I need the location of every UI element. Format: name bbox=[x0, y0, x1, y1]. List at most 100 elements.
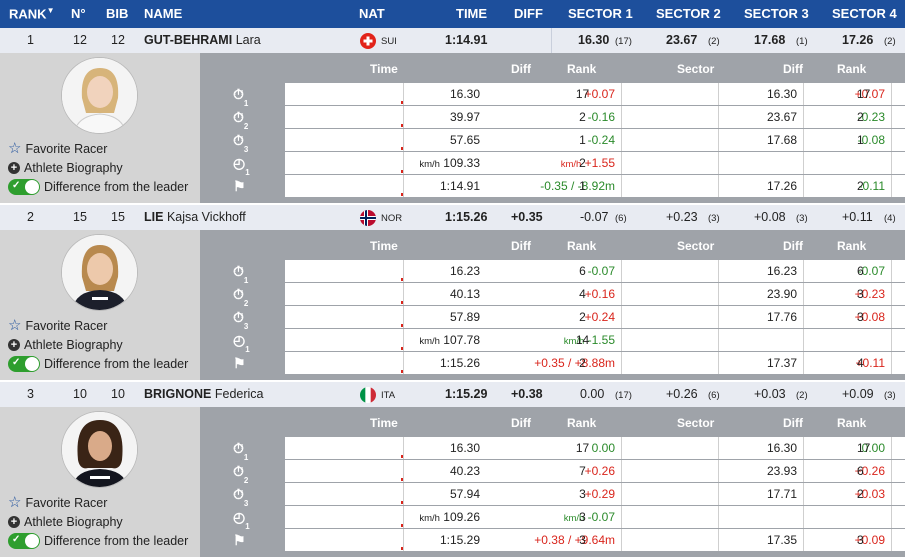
favorite-racer-option[interactable]: ☆ Favorite Racer bbox=[8, 317, 108, 334]
stopwatch-icon: ⏱ bbox=[233, 440, 244, 456]
tick-marker bbox=[401, 547, 403, 550]
flag-icon bbox=[360, 33, 376, 49]
rank: 1 bbox=[27, 33, 34, 47]
cell-divider bbox=[718, 129, 719, 151]
toggle-switch[interactable] bbox=[8, 356, 40, 372]
cell-divider bbox=[891, 306, 892, 328]
split-diff: 0.00 bbox=[591, 441, 615, 455]
cell-divider bbox=[621, 306, 622, 328]
split-times-grid: Time Diff Rank Sector Diff Rank ⏱1 16.23… bbox=[200, 230, 905, 380]
sector2-value: +0.23 bbox=[666, 210, 698, 224]
racer-row[interactable]: 3 10 10 BRIGNONE Federica ITA 1:15.29 +0… bbox=[0, 382, 905, 407]
tick-marker bbox=[401, 301, 403, 304]
cell-divider bbox=[403, 306, 404, 328]
favorite-racer-option[interactable]: ☆ Favorite Racer bbox=[8, 140, 108, 157]
split-time: km/h 109.33 bbox=[419, 156, 480, 170]
split-icon: ◴1 bbox=[233, 509, 250, 531]
split-diff: +0.35 / +8.88m bbox=[534, 356, 615, 370]
stopwatch-icon: ⏱ bbox=[233, 463, 244, 479]
cell-divider bbox=[891, 329, 892, 351]
cell-divider bbox=[718, 175, 719, 197]
split-rank: 17 bbox=[575, 441, 590, 455]
finish-flag-icon: ⚑ bbox=[233, 355, 246, 371]
sector2-rank: (2) bbox=[708, 36, 720, 47]
difference-from-leader-toggle[interactable]: Difference from the leader bbox=[8, 179, 188, 195]
col-sector2[interactable]: SECTOR 2 bbox=[656, 6, 721, 21]
cell-divider bbox=[718, 306, 719, 328]
col-sector4[interactable]: SECTOR 4 bbox=[832, 6, 897, 21]
col-sector1[interactable]: SECTOR 1 bbox=[568, 6, 633, 21]
sector3-value: +0.03 bbox=[754, 387, 786, 401]
star-icon: ☆ bbox=[8, 494, 22, 511]
split-diff: -0.24 bbox=[587, 133, 615, 147]
split-diff: -0.07 bbox=[587, 264, 615, 278]
cell-divider bbox=[803, 283, 804, 305]
split-rank: 2 bbox=[579, 310, 586, 324]
nation: NOR bbox=[381, 213, 403, 224]
athlete-name[interactable]: BRIGNONE Federica bbox=[144, 387, 264, 401]
cell-divider bbox=[621, 283, 622, 305]
sector-diff: -0.23 bbox=[857, 110, 885, 124]
col-no[interactable]: N° bbox=[71, 6, 86, 21]
col-name[interactable]: NAME bbox=[144, 6, 183, 21]
split-rank: 3 bbox=[579, 487, 586, 501]
athlete-name[interactable]: GUT-BEHRAMI Lara bbox=[144, 33, 261, 47]
sector2-rank: (6) bbox=[708, 390, 720, 401]
cell-divider bbox=[403, 460, 404, 482]
cell-divider bbox=[621, 175, 622, 197]
col-time: Time bbox=[370, 416, 398, 430]
col-sector-diff: Diff bbox=[783, 416, 803, 430]
cell-divider bbox=[891, 352, 892, 374]
split-time: 1:15.26 bbox=[439, 356, 480, 370]
split-time: 16.30 bbox=[449, 87, 480, 101]
athlete-biography-link[interactable]: + Athlete Biography bbox=[8, 338, 123, 352]
sector3-value: +0.08 bbox=[754, 210, 786, 224]
athlete-biography-link[interactable]: + Athlete Biography bbox=[8, 515, 123, 529]
split-time: 40.13 bbox=[449, 287, 480, 301]
difference-from-leader-toggle[interactable]: Difference from the leader bbox=[8, 356, 188, 372]
finish-flag-icon: ⚑ bbox=[233, 532, 246, 548]
col-time[interactable]: TIME bbox=[456, 6, 488, 21]
col-rank[interactable]: RANK▼ bbox=[9, 6, 55, 22]
cell-divider bbox=[891, 437, 892, 459]
col-diff: Diff bbox=[511, 416, 531, 430]
start-number: 10 bbox=[73, 387, 87, 401]
col-bib[interactable]: BIB bbox=[106, 6, 129, 21]
athlete-last-name: GUT-BEHRAMI bbox=[144, 33, 233, 47]
sector1-value: 0.00 bbox=[580, 387, 605, 401]
total-diff: +0.35 bbox=[511, 210, 543, 224]
favorite-racer-option[interactable]: ☆ Favorite Racer bbox=[8, 494, 108, 511]
split-table-header: Time Diff Rank Sector Diff Rank bbox=[200, 230, 905, 260]
athlete-biography-link[interactable]: + Athlete Biography bbox=[8, 161, 123, 175]
split-time: 40.23 bbox=[449, 464, 480, 478]
split-icon: ⏱3 bbox=[233, 309, 249, 331]
col-diff: Diff bbox=[511, 62, 531, 76]
sector-diff: 0.00 bbox=[861, 441, 885, 455]
cell-divider bbox=[803, 83, 804, 105]
cell-divider bbox=[803, 260, 804, 282]
racer-row[interactable]: 2 15 15 LIE Kajsa Vickhoff NOR 1:15.26 +… bbox=[0, 205, 905, 230]
racer-row[interactable]: 1 12 12 GUT-BEHRAMI Lara SUI 1:14.91 16.… bbox=[0, 28, 905, 53]
toggle-switch[interactable] bbox=[8, 533, 40, 549]
cell-divider bbox=[891, 483, 892, 505]
tick-marker bbox=[401, 501, 403, 504]
flag-icon bbox=[360, 387, 376, 403]
toggle-switch[interactable] bbox=[8, 179, 40, 195]
tick-marker bbox=[401, 478, 403, 481]
difference-from-leader-toggle[interactable]: Difference from the leader bbox=[8, 533, 188, 549]
speed-gauge-icon: ◴ bbox=[233, 509, 246, 525]
sector-time: 17.37 bbox=[766, 356, 797, 370]
col-sector: Sector bbox=[677, 62, 715, 76]
cell-divider bbox=[891, 283, 892, 305]
sector-diff: -0.08 bbox=[857, 133, 885, 147]
cell-divider bbox=[891, 529, 892, 551]
col-sector3[interactable]: SECTOR 3 bbox=[744, 6, 809, 21]
tick-marker bbox=[401, 170, 403, 173]
col-nat[interactable]: NAT bbox=[359, 6, 385, 21]
split-time: 57.89 bbox=[449, 310, 480, 324]
split-icon: ⏱2 bbox=[233, 463, 249, 485]
athlete-name[interactable]: LIE Kajsa Vickhoff bbox=[144, 210, 246, 224]
col-diff[interactable]: DIFF bbox=[514, 6, 543, 21]
split-row: km/h 109.26 km/h -0.07 3 bbox=[285, 506, 905, 528]
cell-divider bbox=[718, 106, 719, 128]
